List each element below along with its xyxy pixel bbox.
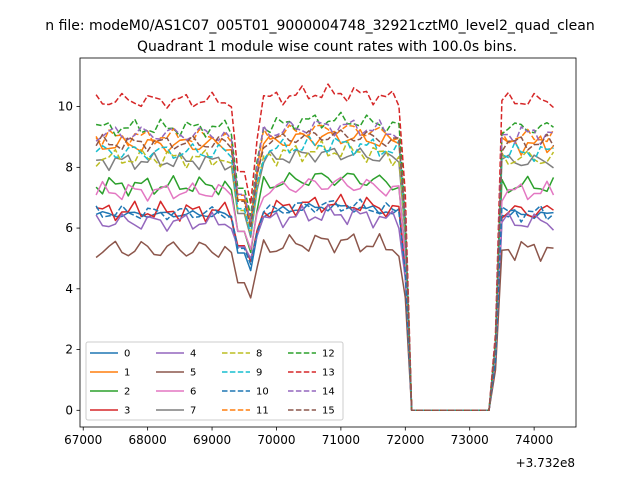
chart-title: Quadrant 1 module wise count rates with … bbox=[137, 39, 517, 55]
legend-label-11: 11 bbox=[256, 406, 269, 417]
y-axis-ticks: 0 2 4 6 8 10 bbox=[58, 100, 80, 417]
legend-label-4: 4 bbox=[190, 349, 196, 360]
axes-frame bbox=[79, 57, 577, 428]
x-tick-label: 72000 bbox=[386, 433, 424, 447]
series-layer bbox=[95, 83, 555, 412]
x-tick-label: 73000 bbox=[451, 433, 489, 447]
y-tick-label: 4 bbox=[65, 282, 73, 296]
series-line-15 bbox=[95, 129, 555, 412]
x-tick-label: 67000 bbox=[64, 433, 102, 447]
x-axis-ticks: 67000 68000 69000 70000 71000 72000 73000 74000 bbox=[64, 427, 553, 447]
x-tick-label: 74000 bbox=[515, 433, 553, 447]
legend-label-7: 7 bbox=[190, 406, 196, 417]
x-tick-label: 70000 bbox=[257, 433, 295, 447]
x-tick-label: 71000 bbox=[322, 433, 360, 447]
legend-label-12: 12 bbox=[322, 349, 335, 360]
legend-label-10: 10 bbox=[256, 387, 269, 398]
legend-box bbox=[85, 341, 344, 421]
legend-label-9: 9 bbox=[256, 368, 262, 379]
y-tick-label: 0 bbox=[65, 403, 73, 417]
legend-label-2: 2 bbox=[124, 387, 130, 398]
legend-label-6: 6 bbox=[190, 387, 196, 398]
x-tick-label: 69000 bbox=[193, 433, 231, 447]
legend-label-0: 0 bbox=[124, 349, 130, 360]
y-tick-label: 10 bbox=[58, 100, 73, 114]
legend-label-5: 5 bbox=[190, 368, 196, 379]
legend-label-1: 1 bbox=[124, 368, 130, 379]
legend-label-15: 15 bbox=[322, 406, 335, 417]
y-tick-label: 6 bbox=[65, 221, 73, 235]
x-tick-label: 68000 bbox=[129, 433, 167, 447]
series-line-8 bbox=[95, 139, 555, 412]
y-tick-label: 8 bbox=[65, 160, 73, 174]
legend-label-8: 8 bbox=[256, 349, 262, 360]
x-offset-label: +3.732e8 bbox=[516, 456, 575, 470]
legend-label-13: 13 bbox=[322, 368, 335, 379]
series-line-9 bbox=[95, 134, 554, 412]
legend-label-14: 14 bbox=[322, 387, 335, 398]
figure-suptitle: n file: modeM0/AS1C07_005T01_9000004748_… bbox=[45, 18, 594, 34]
series-line-12 bbox=[95, 111, 554, 412]
y-tick-label: 2 bbox=[65, 343, 73, 357]
legend-label-3: 3 bbox=[124, 406, 130, 417]
